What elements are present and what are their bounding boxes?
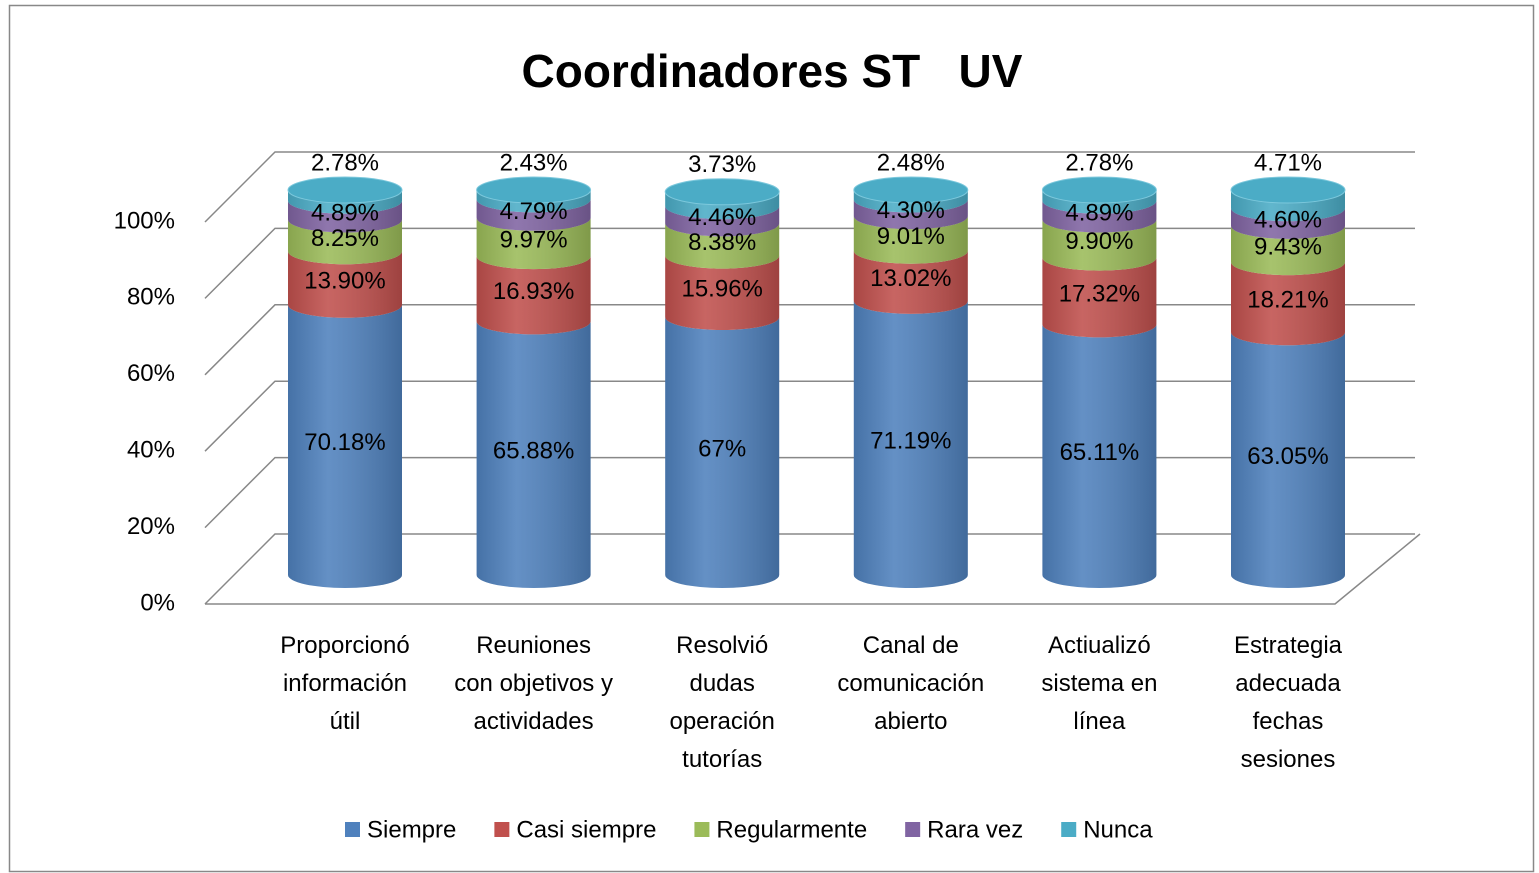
data-label: 9.01%	[877, 223, 945, 250]
legend-swatch	[345, 822, 360, 837]
data-label: 15.96%	[681, 276, 762, 303]
x-tick-label: Resolvió dudas operación tutorías	[669, 632, 775, 773]
grid-line	[204, 304, 1415, 376]
data-label: 3.73%	[688, 151, 756, 178]
data-label: 2.78%	[1065, 149, 1133, 176]
cylinder-top	[853, 176, 969, 204]
legend-swatch	[1061, 822, 1077, 837]
cylinder-top	[476, 176, 592, 204]
data-label: 4.60%	[1254, 206, 1322, 233]
legend-label: Siempre	[367, 816, 456, 843]
chart-title: Coordinadores ST UV	[522, 45, 1023, 97]
data-label: 71.19%	[870, 427, 951, 454]
cylinder-shade	[476, 190, 591, 588]
y-tick-label: 60%	[127, 360, 175, 387]
legend-label: Casi siempre	[516, 816, 656, 843]
grid-line	[204, 380, 1415, 452]
grid-line	[204, 227, 1415, 299]
cylinder-shade	[665, 191, 780, 588]
data-label: 4.46%	[688, 204, 756, 231]
y-tick-label: 20%	[127, 513, 175, 540]
data-label: 17.32%	[1059, 280, 1140, 307]
cylinder-shade	[853, 190, 968, 588]
cylinder-top	[287, 176, 403, 204]
data-label: 63.05%	[1247, 443, 1328, 470]
legend-label: Nunca	[1083, 816, 1153, 843]
x-tick-label: Canal de comunicación abierto	[837, 632, 985, 735]
data-label: 16.93%	[493, 278, 574, 305]
data-label: 2.78%	[311, 149, 379, 176]
data-label: 2.48%	[877, 149, 945, 176]
floor-edge	[205, 533, 1421, 605]
y-tick-label: 40%	[127, 437, 175, 464]
grid-line	[204, 533, 1415, 605]
data-label: 65.88%	[493, 438, 574, 465]
legend-swatch	[494, 822, 510, 837]
data-label: 13.90%	[304, 267, 385, 294]
cylinder-top	[1041, 176, 1157, 204]
x-tick-label: Reuniones con objetivos y actividades	[454, 632, 613, 735]
data-label: 9.43%	[1254, 233, 1322, 260]
data-label: 67%	[698, 435, 746, 462]
y-tick-label: 80%	[127, 284, 175, 311]
cylinder-shade	[1042, 190, 1157, 588]
data-label: 4.89%	[1065, 199, 1133, 226]
legend-label: Rara vez	[927, 816, 1023, 843]
cylinder-top	[1230, 176, 1346, 204]
data-label: 18.21%	[1247, 287, 1328, 314]
data-label: 4.89%	[311, 199, 379, 226]
data-label: 8.38%	[688, 229, 756, 256]
data-label: 4.30%	[877, 197, 945, 224]
x-tick-label: Proporcionó información útil	[280, 632, 410, 735]
x-tick-label: Estrategia adecuada fechas sesiones	[1233, 632, 1343, 773]
cylinder-top	[664, 178, 780, 206]
cylinder-shade	[1231, 190, 1345, 588]
legend-label: Regularmente	[716, 816, 867, 843]
data-label: 4.79%	[500, 198, 568, 225]
data-label: 70.18%	[304, 429, 385, 456]
data-label: 2.43%	[500, 149, 568, 176]
y-tick-label: 100%	[114, 207, 175, 234]
data-label: 9.97%	[500, 226, 568, 253]
y-tick-label: 0%	[140, 589, 175, 616]
legend-swatch	[905, 822, 921, 837]
data-label: 4.71%	[1254, 149, 1322, 176]
grid-line	[204, 456, 1415, 529]
data-label: 13.02%	[870, 265, 951, 292]
data-label: 8.25%	[311, 225, 379, 252]
grid-line	[204, 151, 1415, 223]
cylinder-shade	[288, 190, 402, 588]
x-tick-label: Actiualizó sistema en línea	[1041, 632, 1158, 735]
data-label: 9.90%	[1065, 228, 1133, 255]
legend-swatch	[694, 822, 710, 837]
data-label: 65.11%	[1060, 439, 1140, 466]
